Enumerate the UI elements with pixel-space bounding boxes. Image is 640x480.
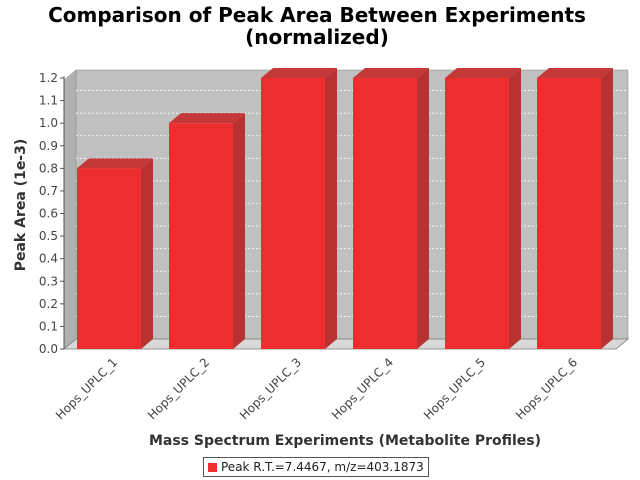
bar (445, 68, 521, 349)
bars (77, 68, 613, 350)
y-tick-label: 0.8 (39, 161, 58, 175)
bar (537, 68, 613, 349)
y-tick-label: 0.0 (39, 342, 58, 356)
bar (261, 68, 337, 349)
legend-swatch (208, 462, 217, 472)
legend: Peak R.T.=7.4467, m/z=403.1873 (203, 457, 429, 477)
y-axis: 0.0 0.1 0.2 0.3 0.4 0.5 0.6 0.7 0.8 0.9 1.0 1.1 1.2 (39, 71, 65, 356)
y-tick-label: 0.6 (39, 207, 58, 221)
bar (353, 68, 429, 349)
x-tick-label: Hops_UPLC_1 (53, 355, 120, 422)
y-tick-label: 0.2 (39, 297, 58, 311)
x-axis-label: Mass Spectrum Experiments (Metabolite Pr… (149, 433, 541, 449)
x-tick-label: Hops_UPLC_6 (513, 355, 580, 422)
y-tick-label: 0.7 (39, 184, 58, 198)
x-tick-label: Hops_UPLC_4 (329, 355, 396, 422)
x-tick-label: Hops_UPLC_5 (421, 355, 488, 422)
y-tick-label: 0.4 (39, 252, 58, 266)
bar (169, 113, 245, 350)
gridlines (76, 67, 628, 317)
y-tick-label: 1.2 (39, 71, 58, 85)
x-tick-label: Hops_UPLC_2 (145, 355, 212, 422)
y-axis-label: Peak Area (1e-3) (13, 139, 29, 272)
y-tick-label: 0.1 (39, 319, 58, 333)
x-tick-label: Hops_UPLC_3 (237, 355, 304, 422)
y-tick-label: 0.3 (39, 274, 58, 288)
y-tick-label: 1.1 (39, 94, 58, 108)
y-tick-label: 0.9 (39, 139, 58, 153)
y-tick-label: 0.5 (39, 229, 58, 243)
y-tick-label: 1.0 (39, 116, 58, 130)
x-axis: Hops_UPLC_1 Hops_UPLC_2 Hops_UPLC_3 Hops_UP… (53, 355, 580, 422)
bar (77, 158, 153, 349)
chart-title-line-1: Comparison of Peak Area Between Experime… (48, 3, 586, 27)
legend-label: Peak R.T.=7.4467, m/z=403.1873 (221, 460, 424, 474)
chart-title-line-2: (normalized) (245, 25, 389, 49)
